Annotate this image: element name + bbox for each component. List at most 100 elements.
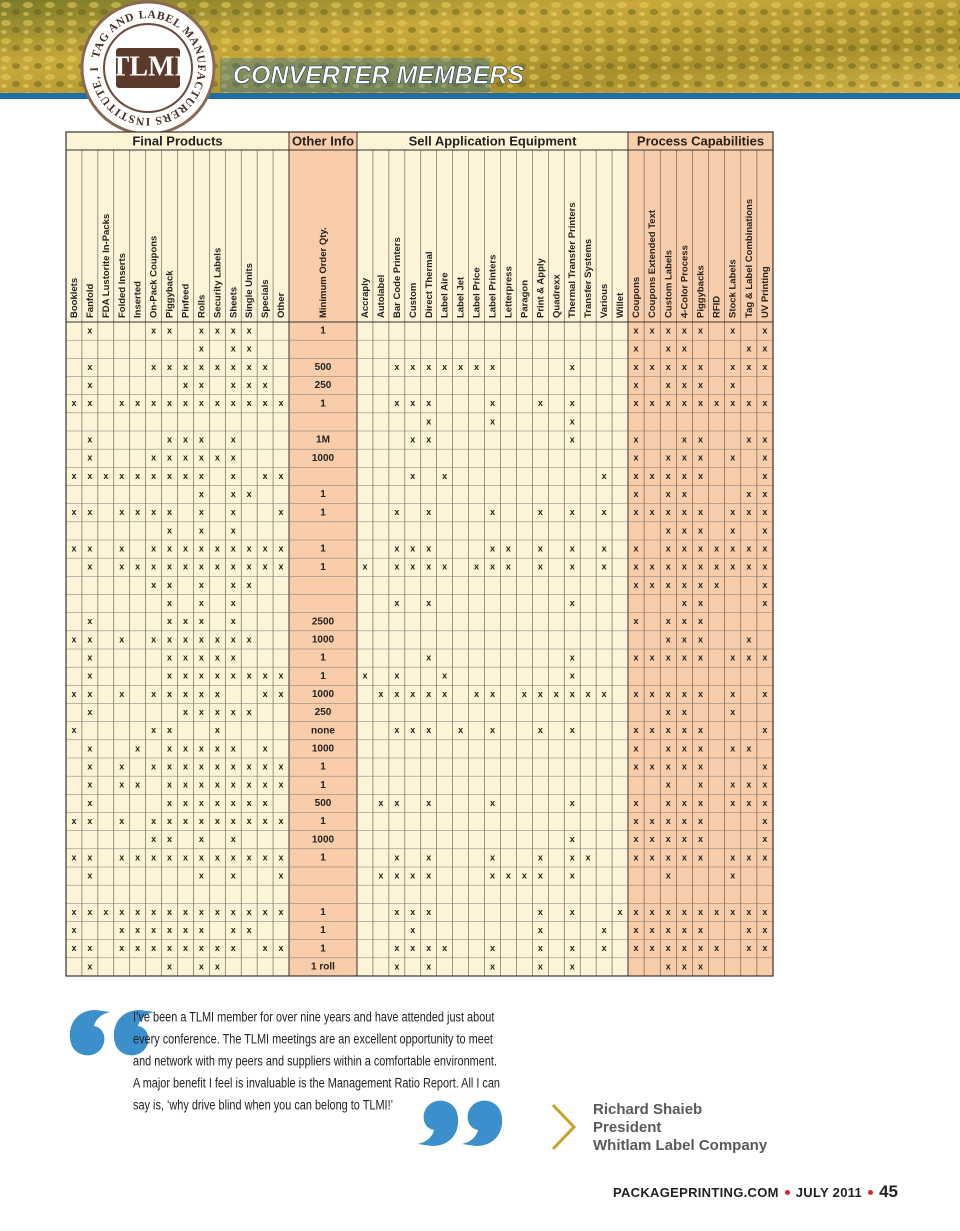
check-cell: x xyxy=(570,562,575,572)
min-order-cell: 1 xyxy=(320,762,326,773)
check-cell: x xyxy=(714,398,719,408)
check-cell: x xyxy=(231,671,236,681)
check-cell: x xyxy=(746,489,751,499)
check-cell: x xyxy=(682,507,687,517)
check-cell: x xyxy=(666,580,671,590)
check-cell: x xyxy=(634,816,639,826)
column-header: Sheets xyxy=(228,287,239,318)
check-cell: x xyxy=(426,543,431,553)
check-cell: x xyxy=(183,434,188,444)
check-cell: x xyxy=(762,761,767,771)
column-header: 4-Color Process xyxy=(679,245,690,318)
check-cell: x xyxy=(714,943,719,953)
quote-line: every conference. The TLMI meetings are … xyxy=(133,1031,493,1047)
check-cell: x xyxy=(279,689,284,699)
check-cell: x xyxy=(570,725,575,735)
check-cell: x xyxy=(762,780,767,790)
check-cell: x xyxy=(730,798,735,808)
check-cell: x xyxy=(183,652,188,662)
check-cell: x xyxy=(279,398,284,408)
check-cell: x xyxy=(634,562,639,572)
check-cell: x xyxy=(762,489,767,499)
check-cell: x xyxy=(746,743,751,753)
check-cell: x xyxy=(183,543,188,553)
check-cell: x xyxy=(682,925,687,935)
check-cell: x xyxy=(634,907,639,917)
check-cell: x xyxy=(231,525,236,535)
check-cell: x xyxy=(730,507,735,517)
min-order-cell: 1000 xyxy=(312,744,335,755)
check-cell: x xyxy=(394,689,399,699)
check-cell: x xyxy=(263,380,268,390)
check-cell: x xyxy=(199,598,204,608)
check-cell: x xyxy=(215,943,220,953)
check-cell: x xyxy=(666,507,671,517)
check-cell: x xyxy=(698,925,703,935)
check-cell: x xyxy=(666,525,671,535)
check-cell: x xyxy=(426,362,431,372)
check-cell: x xyxy=(199,543,204,553)
check-cell: x xyxy=(199,344,204,354)
open-quote-mark xyxy=(69,1010,110,1056)
check-cell: x xyxy=(426,870,431,880)
check-cell: x xyxy=(183,780,188,790)
check-cell: x xyxy=(87,471,92,481)
min-order-cell: 1 xyxy=(320,489,326,500)
check-cell: x xyxy=(682,707,687,717)
group-header: Final Products xyxy=(132,133,222,148)
check-cell: x xyxy=(215,562,220,572)
check-cell: x xyxy=(394,907,399,917)
check-cell: x xyxy=(682,725,687,735)
check-cell: x xyxy=(394,671,399,681)
check-cell: x xyxy=(279,761,284,771)
check-cell: x xyxy=(538,961,543,971)
check-cell: x xyxy=(602,925,607,935)
check-cell: x xyxy=(167,761,172,771)
check-cell: x xyxy=(522,870,527,880)
check-cell: x xyxy=(666,652,671,662)
check-cell: x xyxy=(279,507,284,517)
check-cell: x xyxy=(410,925,415,935)
page-title: CONVERTER MEMBERS xyxy=(233,62,525,90)
check-cell: x xyxy=(666,325,671,335)
check-cell: x xyxy=(682,852,687,862)
check-cell: x xyxy=(87,780,92,790)
check-cell: x xyxy=(87,961,92,971)
check-cell: x xyxy=(490,689,495,699)
separator-dot xyxy=(868,1189,874,1195)
check-cell: x xyxy=(135,398,140,408)
column-header: UV Printing xyxy=(760,266,771,318)
check-cell: x xyxy=(378,798,383,808)
min-order-cell: 1 xyxy=(320,562,326,573)
check-cell: x xyxy=(199,798,204,808)
check-cell: x xyxy=(71,816,76,826)
check-cell: x xyxy=(666,616,671,626)
check-cell: x xyxy=(231,398,236,408)
title-band xyxy=(220,58,490,92)
check-cell: x xyxy=(490,798,495,808)
check-cell: x xyxy=(698,598,703,608)
check-cell: x xyxy=(167,725,172,735)
section-background xyxy=(628,132,773,976)
check-cell: x xyxy=(410,362,415,372)
check-cell: x xyxy=(231,798,236,808)
check-cell: x xyxy=(263,743,268,753)
check-cell: x xyxy=(570,398,575,408)
check-cell: x xyxy=(199,634,204,644)
check-cell: x xyxy=(682,652,687,662)
column-header: Autolabel xyxy=(376,275,387,318)
attribution-company: Whitlam Label Company xyxy=(593,1137,768,1154)
open-quote-mark xyxy=(113,1010,154,1056)
check-cell: x xyxy=(199,434,204,444)
check-cell: x xyxy=(762,852,767,862)
check-cell: x xyxy=(682,798,687,808)
check-cell: x xyxy=(634,652,639,662)
check-cell: x xyxy=(666,634,671,644)
check-cell: x xyxy=(762,325,767,335)
check-cell: x xyxy=(538,398,543,408)
check-cell: x xyxy=(167,834,172,844)
check-cell: x xyxy=(490,416,495,426)
check-cell: x xyxy=(71,398,76,408)
check-cell: x xyxy=(167,616,172,626)
